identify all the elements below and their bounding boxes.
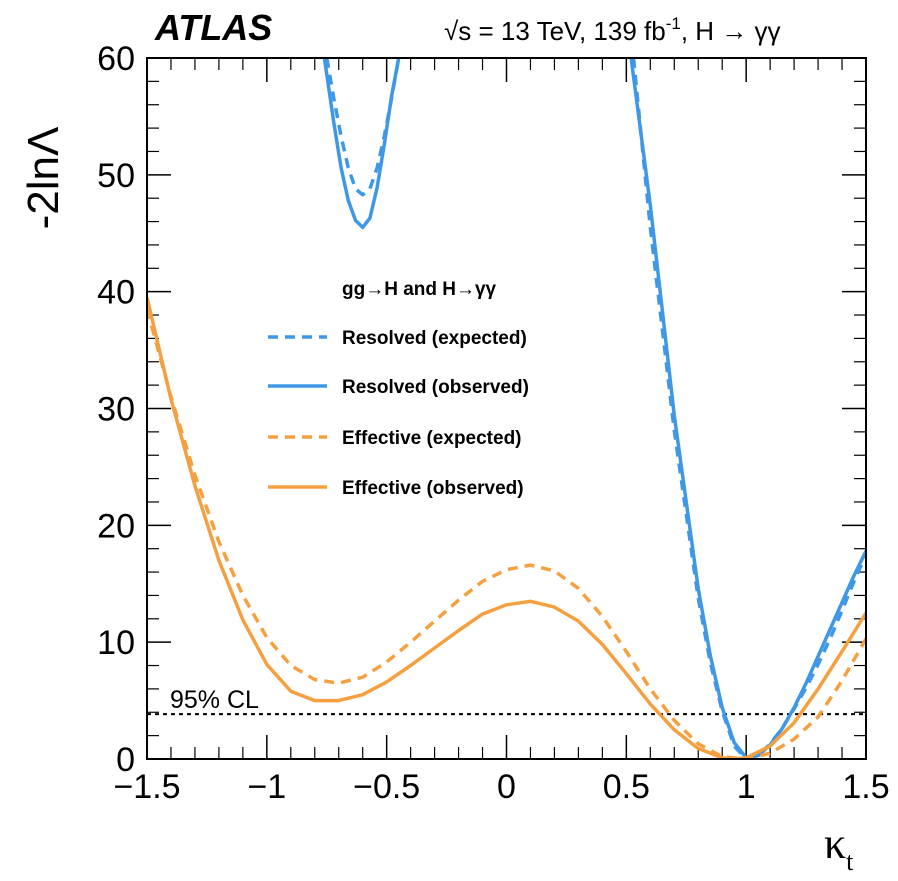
run-conditions-sup: -1 [666, 14, 681, 33]
x-tick-label: −1 [247, 768, 286, 806]
series-line-resolved-observed [322, 58, 401, 230]
cl95-label: 95% CL [170, 686, 259, 714]
y-axis-title: -2lnΛ [19, 126, 68, 229]
legend-label-effective-expected: Effective (expected) [342, 428, 522, 449]
experiment-label: ATLAS [154, 7, 272, 48]
axis-ticks [146, 57, 867, 760]
tick-labels: −1.5 −1 −0.5 0 0.5 1 1.5 0 10 20 30 40 50 60 [97, 40, 889, 806]
x-axis-title: κt [824, 819, 854, 876]
legend-title: gg→H and H→γγ [342, 279, 497, 300]
x-tick-label: 0 [497, 768, 516, 806]
x-axis-title-sub: t [846, 847, 854, 876]
x-tick-label: −1.5 [113, 768, 180, 806]
legend-label-resolved-observed: Resolved (observed) [342, 377, 529, 398]
plot-frame [146, 57, 867, 760]
run-conditions-main: √s = 13 TeV, 139 fb [444, 16, 666, 46]
x-tick-label: 1.5 [842, 768, 889, 806]
reference-line-group: 95% CL [147, 686, 866, 716]
x-tick-label: 1 [737, 768, 756, 806]
legend-label-resolved-expected: Resolved (expected) [342, 328, 527, 349]
series-line-resolved-observed [629, 58, 866, 759]
legend-label-effective-observed: Effective (observed) [342, 478, 524, 499]
series-line-resolved-expected [631, 58, 866, 759]
x-tick-label: 0.5 [603, 768, 650, 806]
y-tick-label: 30 [97, 391, 135, 429]
x-tick-label: −0.5 [353, 768, 420, 806]
legend: gg→H and H→γγ Resolved (expected) Resolve… [268, 279, 529, 499]
x-axis-title-main: κ [824, 819, 846, 868]
y-tick-label: 0 [116, 741, 135, 779]
run-conditions-tail: , H → γγ [681, 16, 781, 46]
y-tick-label: 50 [97, 157, 135, 195]
run-conditions: √s = 13 TeV, 139 fb-1, H → γγ [444, 14, 781, 46]
y-tick-label: 60 [97, 40, 135, 78]
y-tick-label: 40 [97, 274, 135, 312]
y-tick-label: 20 [97, 507, 135, 545]
data-series [147, 58, 866, 759]
y-tick-label: 10 [97, 624, 135, 662]
series-line-resolved-expected [325, 58, 401, 197]
